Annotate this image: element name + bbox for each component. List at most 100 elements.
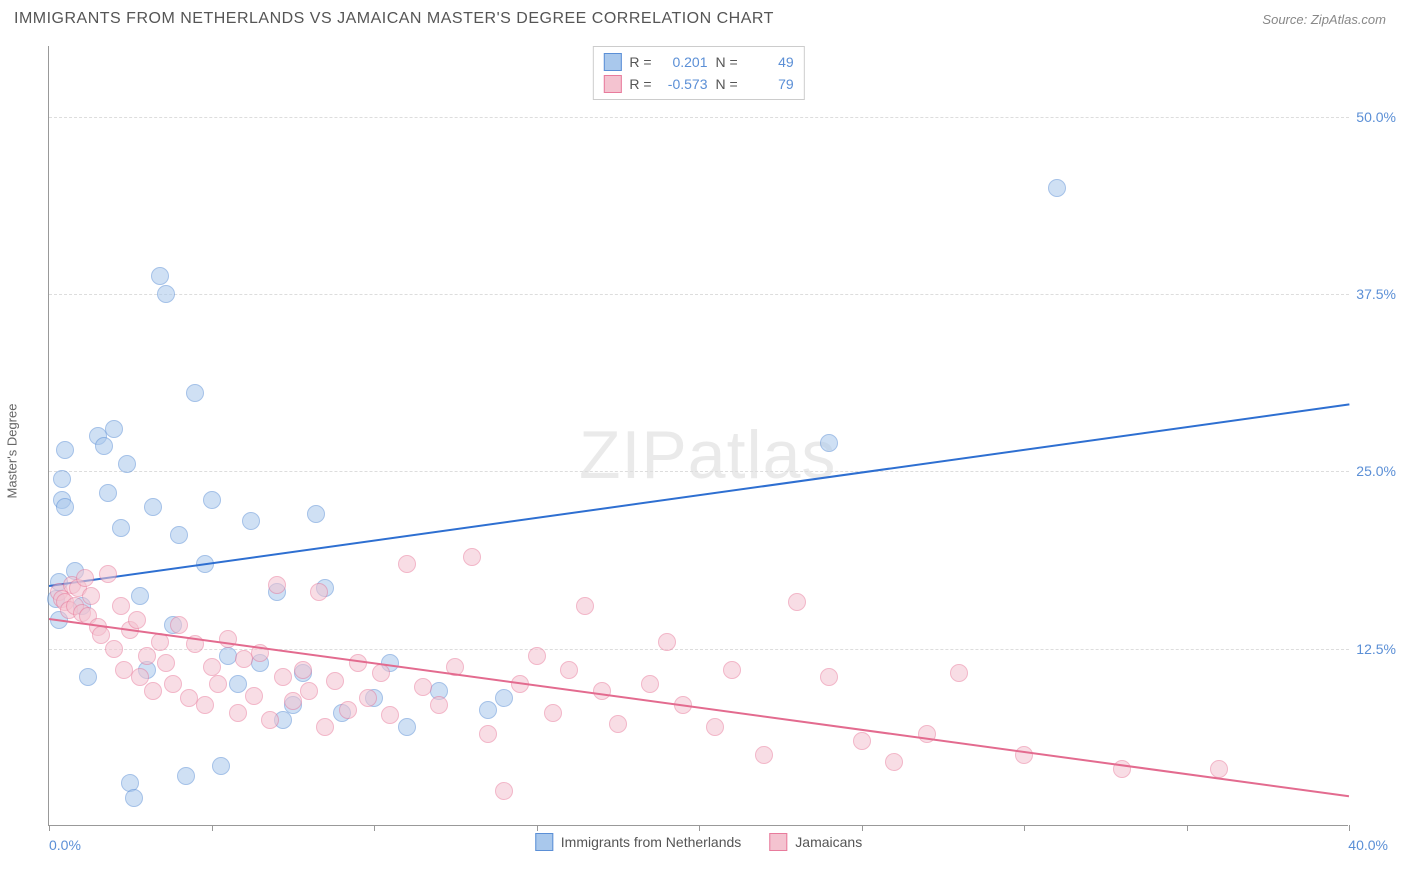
data-point-netherlands <box>157 285 175 303</box>
data-point-netherlands <box>125 789 143 807</box>
data-point-jamaicans <box>820 668 838 686</box>
data-point-jamaicans <box>144 682 162 700</box>
data-point-netherlands <box>495 689 513 707</box>
r-label: R = <box>629 51 651 73</box>
data-point-jamaicans <box>609 715 627 733</box>
data-point-jamaicans <box>593 682 611 700</box>
swatch-netherlands <box>603 53 621 71</box>
data-point-jamaicans <box>99 565 117 583</box>
data-point-jamaicans <box>463 548 481 566</box>
data-point-jamaicans <box>430 696 448 714</box>
data-point-netherlands <box>79 668 97 686</box>
r-label: R = <box>629 73 651 95</box>
data-point-netherlands <box>53 470 71 488</box>
data-point-netherlands <box>212 757 230 775</box>
data-point-netherlands <box>242 512 260 530</box>
x-tick <box>49 825 50 831</box>
data-point-netherlands <box>56 498 74 516</box>
y-tick-label: 37.5% <box>1356 286 1396 302</box>
series-legend: Immigrants from Netherlands Jamaicans <box>535 833 862 851</box>
data-point-jamaicans <box>157 654 175 672</box>
stats-legend: R = 0.201 N = 49 R = -0.573 N = 79 <box>592 46 804 100</box>
data-point-jamaicans <box>294 661 312 679</box>
scatter-chart: Master's Degree ZIPatlas R = 0.201 N = 4… <box>48 46 1388 856</box>
x-tick <box>212 825 213 831</box>
data-point-jamaicans <box>723 661 741 679</box>
legend-item-jamaicans: Jamaicans <box>769 833 862 851</box>
n-label: N = <box>716 73 738 95</box>
source-name: ZipAtlas.com <box>1311 12 1386 27</box>
data-point-jamaicans <box>268 576 286 594</box>
y-axis-title: Master's Degree <box>5 404 20 499</box>
legend-item-netherlands: Immigrants from Netherlands <box>535 833 742 851</box>
data-point-netherlands <box>144 498 162 516</box>
data-point-jamaicans <box>245 687 263 705</box>
data-point-netherlands <box>151 267 169 285</box>
x-tick <box>699 825 700 831</box>
data-point-jamaicans <box>560 661 578 679</box>
data-point-netherlands <box>112 519 130 537</box>
data-point-jamaicans <box>576 597 594 615</box>
stats-row-netherlands: R = 0.201 N = 49 <box>603 51 793 73</box>
data-point-netherlands <box>307 505 325 523</box>
data-point-jamaicans <box>170 616 188 634</box>
data-point-jamaicans <box>316 718 334 736</box>
data-point-netherlands <box>219 647 237 665</box>
chart-header: IMMIGRANTS FROM NETHERLANDS VS JAMAICAN … <box>0 0 1406 36</box>
data-point-jamaicans <box>1210 760 1228 778</box>
data-point-jamaicans <box>164 675 182 693</box>
data-point-jamaicans <box>495 782 513 800</box>
data-point-jamaicans <box>203 658 221 676</box>
gridline <box>49 471 1349 472</box>
r-value-jamaicans: -0.573 <box>660 73 708 95</box>
data-point-jamaicans <box>76 569 94 587</box>
source-label: Source: <box>1262 12 1307 27</box>
plot-area: ZIPatlas R = 0.201 N = 49 R = -0.573 N =… <box>48 46 1348 826</box>
data-point-netherlands <box>177 767 195 785</box>
data-point-jamaicans <box>544 704 562 722</box>
gridline <box>49 117 1349 118</box>
data-point-jamaicans <box>196 696 214 714</box>
data-point-netherlands <box>1048 179 1066 197</box>
data-point-jamaicans <box>359 689 377 707</box>
data-point-jamaicans <box>274 668 292 686</box>
data-point-jamaicans <box>381 706 399 724</box>
data-point-jamaicans <box>138 647 156 665</box>
data-point-netherlands <box>56 441 74 459</box>
y-tick-label: 50.0% <box>1356 109 1396 125</box>
data-point-jamaicans <box>229 704 247 722</box>
x-tick <box>1349 825 1350 831</box>
data-point-jamaicans <box>398 555 416 573</box>
x-axis-max-label: 40.0% <box>1348 837 1388 853</box>
data-point-jamaicans <box>112 597 130 615</box>
data-point-jamaicans <box>300 682 318 700</box>
data-point-jamaicans <box>261 711 279 729</box>
data-point-jamaicans <box>528 647 546 665</box>
data-point-jamaicans <box>885 753 903 771</box>
stats-row-jamaicans: R = -0.573 N = 79 <box>603 73 793 95</box>
data-point-netherlands <box>118 455 136 473</box>
data-point-jamaicans <box>853 732 871 750</box>
x-tick <box>862 825 863 831</box>
data-point-netherlands <box>131 587 149 605</box>
x-axis-min-label: 0.0% <box>49 837 81 853</box>
data-point-netherlands <box>229 675 247 693</box>
data-point-jamaicans <box>706 718 724 736</box>
data-point-netherlands <box>186 384 204 402</box>
legend-label-netherlands: Immigrants from Netherlands <box>561 834 742 850</box>
data-point-jamaicans <box>310 583 328 601</box>
data-point-jamaicans <box>209 675 227 693</box>
x-tick <box>1024 825 1025 831</box>
data-point-netherlands <box>99 484 117 502</box>
data-point-netherlands <box>203 491 221 509</box>
watermark-thin: atlas <box>688 417 837 493</box>
watermark-bold: ZIP <box>579 417 688 493</box>
data-point-jamaicans <box>128 611 146 629</box>
data-point-jamaicans <box>755 746 773 764</box>
x-tick <box>537 825 538 831</box>
source-attribution: Source: ZipAtlas.com <box>1262 12 1386 27</box>
legend-swatch-netherlands <box>535 833 553 851</box>
x-tick <box>1187 825 1188 831</box>
data-point-netherlands <box>479 701 497 719</box>
data-point-jamaicans <box>479 725 497 743</box>
